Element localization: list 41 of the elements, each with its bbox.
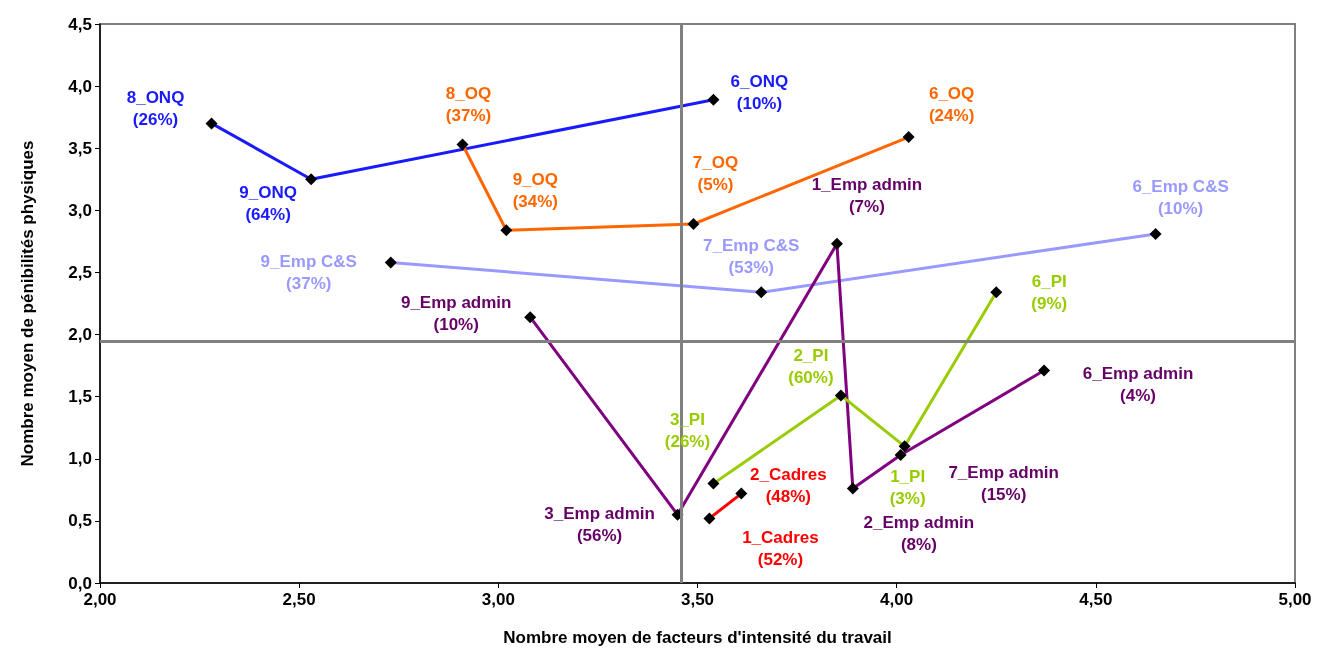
annotation: 1_Emp admin (7%) (811, 175, 923, 217)
y-tick-label: 3,5 (68, 138, 92, 158)
y-tick-label: 1,5 (68, 387, 92, 407)
y-tick-label: 0,0 (68, 573, 92, 593)
annotation: 2_Emp admin (8%) (863, 513, 975, 555)
y-tick-label: 2,0 (68, 325, 92, 345)
annotation: 2_Cadres (48%) (750, 465, 827, 507)
annotation: 9_Emp C&S (37%) (260, 252, 357, 294)
annotation: 9_ONQ (64%) (239, 182, 297, 224)
annotation: 6_Emp C&S (10%) (1132, 177, 1229, 219)
annotation: 6_ONQ (10%) (730, 72, 789, 114)
x-tick-label: 4,50 (1079, 590, 1113, 609)
y-tick-label: 2,5 (68, 262, 92, 282)
x-tick-label: 3,50 (680, 590, 715, 609)
annotation: 7_OQ (5%) (692, 153, 739, 195)
x-tick-label: 4,00 (880, 590, 914, 609)
y-tick-label: 3,0 (68, 200, 92, 220)
annotation: 9_Emp admin (10%) (400, 292, 512, 334)
annotation: 1_PI (3%) (889, 466, 926, 508)
annotation: 3_Emp admin (56%) (544, 504, 655, 546)
annotation: 6_PI (9%) (1031, 271, 1068, 313)
y-tick-label: 1,0 (68, 449, 92, 469)
annotation: 9_OQ (34%) (512, 169, 558, 211)
y-tick-label: 4,0 (68, 76, 92, 96)
y-tick-label: 0,5 (68, 511, 92, 531)
x-tick-label: 3,00 (481, 590, 515, 609)
y-axis-title: Nombre moyen de pénibilités physiques (18, 140, 37, 467)
x-tick-label: 2,00 (83, 590, 117, 609)
annotation: 7_Emp C&S (53%) (703, 235, 800, 277)
annotation: 8_OQ (37%) (445, 84, 492, 125)
x-axis-title: Nombre moyen de facteurs d'intensité du travail (503, 628, 892, 647)
annotation: 6_OQ (24%) (928, 83, 975, 125)
y-tick-label: 4,5 (68, 14, 92, 34)
annotation: 1_Cadres (52%) (742, 527, 819, 569)
x-tick-label: 5,00 (1278, 590, 1312, 609)
annotation: 8_ONQ (26%) (126, 87, 185, 129)
annotation: 7_Emp admin (15%) (948, 462, 1059, 504)
x-tick-label: 2,50 (282, 590, 316, 609)
annotation: 3_PI (26%) (664, 410, 711, 452)
annotation: 6_Emp admin (4%) (1082, 364, 1194, 406)
annotation: 2_PI (60%) (788, 345, 834, 387)
